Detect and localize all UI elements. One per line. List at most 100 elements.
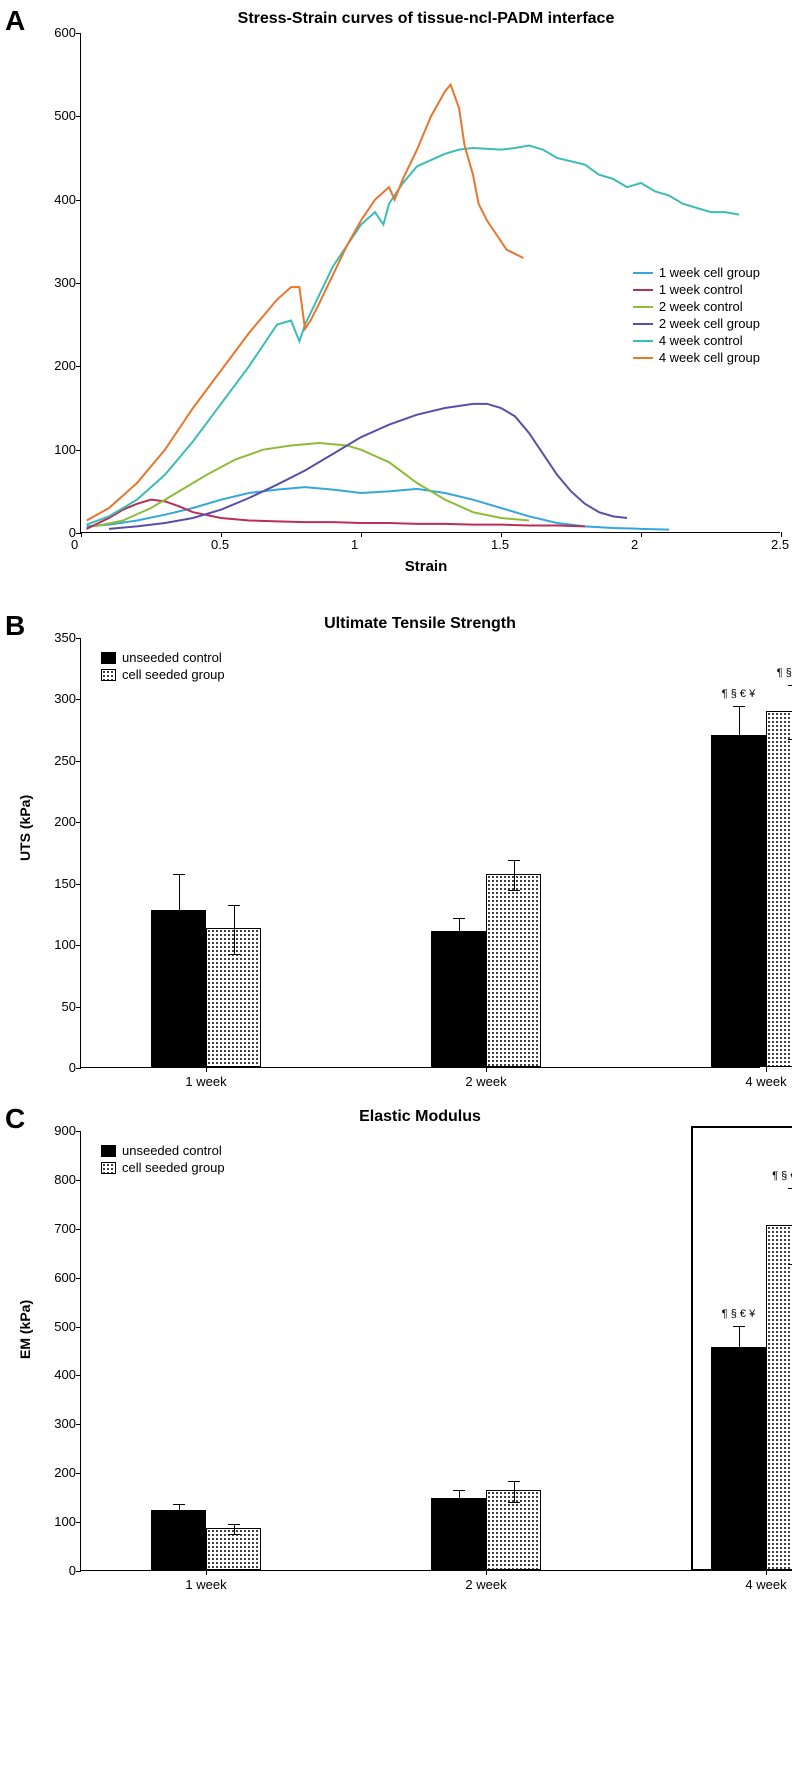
chart-b-ylabel: UTS (kPa) — [17, 794, 33, 860]
legend-item: 2 week cell group — [633, 316, 760, 331]
chart-c-legend: unseeded control cell seeded group — [101, 1141, 225, 1177]
y-tick-label: 250 — [41, 753, 76, 768]
error-cap — [228, 1534, 240, 1535]
error-cap — [733, 1369, 745, 1370]
chart-c-ylabel: EM (kPa) — [17, 1299, 33, 1358]
x-tick-label: 0 — [71, 537, 78, 552]
significance-marker: ¶ § € ¥ — [706, 688, 771, 700]
y-tick-label: 100 — [36, 442, 76, 457]
error-bar — [234, 1524, 235, 1534]
error-bar — [514, 860, 515, 889]
significance-marker: ¶ § € ¥ — [761, 667, 792, 679]
y-tick-label: 900 — [41, 1123, 76, 1138]
y-tick-label: 300 — [36, 275, 76, 290]
y-tick-label: 400 — [36, 192, 76, 207]
error-cap — [173, 1518, 185, 1519]
x-tick-label: 2 — [631, 537, 638, 552]
error-cap — [508, 890, 520, 891]
y-tick-label: 100 — [41, 937, 76, 952]
panel-c-label: C — [5, 1103, 25, 1135]
y-tick-label: 0 — [41, 1563, 76, 1578]
bar — [431, 931, 486, 1067]
legend-label: 4 week control — [659, 333, 743, 348]
y-tick-label: 350 — [41, 630, 76, 645]
chart-a-plot: 1 week cell group 1 week control 2 week co… — [80, 33, 780, 533]
x-tick-label: 1.5 — [491, 537, 509, 552]
legend-label: 1 week control — [659, 282, 743, 297]
error-bar — [514, 1481, 515, 1503]
panel-a-title: Stress-Strain curves of tissue-ncl-PADM … — [80, 10, 772, 28]
error-cap — [788, 1264, 792, 1265]
x-tick-label: 4 week — [726, 1577, 792, 1592]
legend-swatch — [633, 272, 653, 274]
error-cap — [788, 739, 792, 740]
y-tick-label: 0 — [41, 1060, 76, 1075]
bar — [711, 735, 766, 1067]
error-cap — [228, 905, 240, 906]
legend-item: 2 week control — [633, 299, 760, 314]
legend-label: 2 week control — [659, 299, 743, 314]
error-bar — [179, 874, 180, 948]
error-cap — [508, 1502, 520, 1503]
legend-solid-label: unseeded control — [122, 1143, 222, 1158]
y-tick-label: 300 — [41, 691, 76, 706]
chart-a-legend: 1 week cell group 1 week control 2 week co… — [633, 263, 760, 367]
legend-swatch — [633, 357, 653, 359]
error-cap — [173, 874, 185, 875]
legend-solid-swatch — [101, 1145, 116, 1157]
legend-solid-swatch — [101, 652, 116, 664]
series-line — [87, 500, 585, 529]
y-tick-label: 200 — [41, 1465, 76, 1480]
error-bar — [234, 905, 235, 954]
y-tick-label: 200 — [41, 814, 76, 829]
legend-item: 1 week cell group — [633, 265, 760, 280]
significance-marker: ¶ § € ¥ — [706, 1308, 771, 1320]
bar — [711, 1347, 766, 1570]
y-tick-label: 300 — [41, 1416, 76, 1431]
legend-swatch — [633, 323, 653, 325]
error-cap — [228, 954, 240, 955]
legend-label: 2 week cell group — [659, 316, 760, 331]
error-cap — [733, 706, 745, 707]
legend-swatch — [633, 306, 653, 308]
error-cap — [453, 1490, 465, 1491]
legend-item: 1 week control — [633, 282, 760, 297]
error-cap — [788, 1188, 792, 1189]
legend-dotted-swatch — [101, 669, 116, 681]
legend-solid-label: unseeded control — [122, 650, 222, 665]
y-tick-label: 200 — [36, 358, 76, 373]
y-tick-label: 600 — [36, 25, 76, 40]
y-tick-label: 0 — [36, 525, 76, 540]
panel-a: A Stress-Strain curves of tissue-ncl-PAD… — [0, 0, 792, 585]
x-tick-label: 2 week — [446, 1074, 526, 1089]
legend-dotted-swatch — [101, 1162, 116, 1174]
x-tick-label: 1 — [351, 537, 358, 552]
legend-swatch — [633, 289, 653, 291]
y-tick-label: 100 — [41, 1514, 76, 1529]
chart-a-xlabel: Strain — [80, 558, 772, 575]
panel-b-label: B — [5, 610, 25, 642]
x-tick-label: 1 week — [166, 1074, 246, 1089]
x-tick-label: 2 week — [446, 1577, 526, 1592]
legend-dotted-label: cell seeded group — [122, 667, 225, 682]
error-bar — [739, 706, 740, 767]
panel-b-title: Ultimate Tensile Strength — [80, 615, 760, 633]
panel-a-label: A — [5, 5, 25, 37]
error-bar — [459, 918, 460, 945]
chart-c-plot: unseeded control cell seeded group EM (k… — [80, 1131, 760, 1571]
y-tick-label: 500 — [36, 108, 76, 123]
error-bar — [739, 1326, 740, 1369]
error-cap — [228, 1524, 240, 1525]
chart-b-plot: unseeded control cell seeded group UTS (… — [80, 638, 760, 1068]
y-tick-label: 600 — [41, 1270, 76, 1285]
error-bar — [459, 1490, 460, 1508]
error-cap — [453, 918, 465, 919]
error-cap — [453, 1507, 465, 1508]
legend-dotted-label: cell seeded group — [122, 1160, 225, 1175]
x-tick-label: 1 week — [166, 1577, 246, 1592]
error-cap — [173, 1504, 185, 1505]
bar — [431, 1498, 486, 1570]
significance-marker: ¶ § € ¥ £ — [761, 1170, 792, 1182]
error-cap — [453, 945, 465, 946]
chart-c: Elastic Modulus unseeded control cell se… — [80, 1108, 760, 1571]
